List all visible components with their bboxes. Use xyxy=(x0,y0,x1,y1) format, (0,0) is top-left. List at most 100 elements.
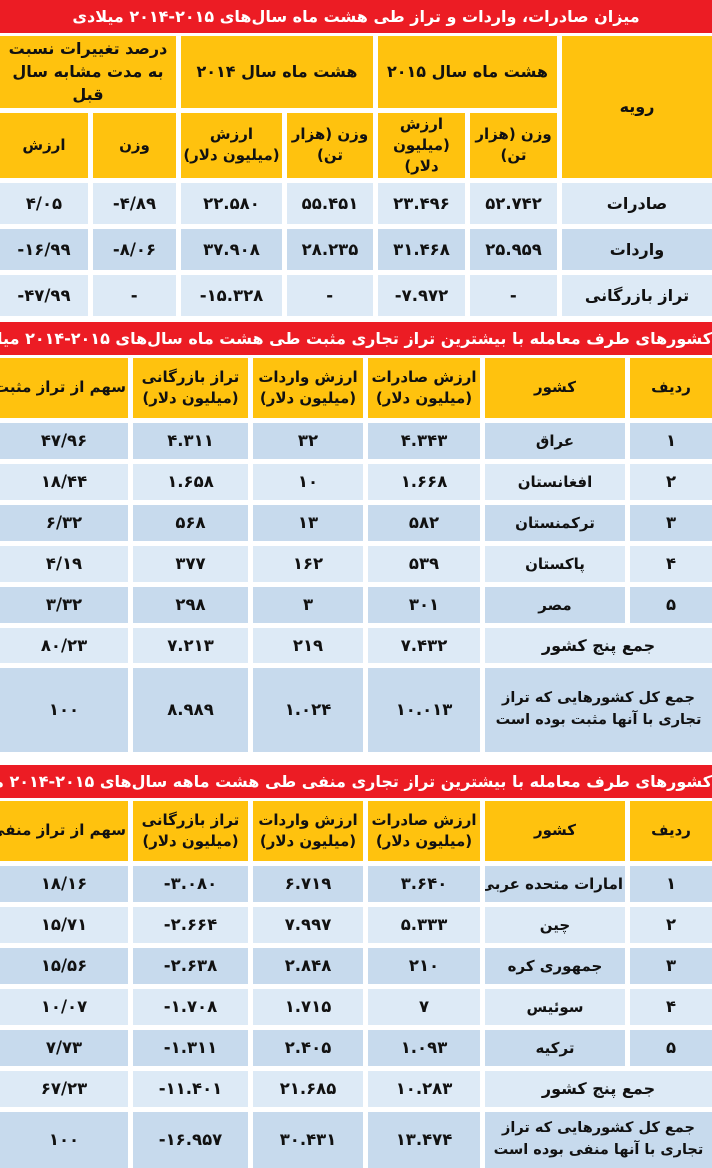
value-cell: ۲۲.۵۸۰ xyxy=(180,182,282,224)
value-cell: ۴.۳۴۳ xyxy=(368,422,480,459)
value-cell: ۱.۰۹۳ xyxy=(368,1029,480,1066)
value-cell: ۵۶۸ xyxy=(133,504,248,541)
value-cell: -۱۵.۳۲۸ xyxy=(180,274,282,316)
header-share-negative: سهم از تراز منفی xyxy=(0,800,128,861)
row-label: تراز بازرگانی xyxy=(562,274,712,316)
value-cell: ۱.۶۶۸ xyxy=(368,463,480,500)
value-cell: ۵.۳۳۳ xyxy=(368,906,480,943)
value-cell: ۲۱۰ xyxy=(368,947,480,984)
table-row-afghanistan: ۲ افغانستان ۱.۶۶۸ ۱۰ ۱.۶۵۸ ۱۸/۴۴ xyxy=(0,463,712,500)
header-trade-balance: تراز بازرگانی (میلیون دلار) xyxy=(133,357,248,418)
total-label-cell: جمع کل کشورهایی که تراز تجاری با آنها من… xyxy=(485,1111,712,1168)
header-import-value: ارزش واردات (میلیون دلار) xyxy=(253,800,363,861)
summary-table-title: میزان صادرات، واردات و تراز طی هشت ماه س… xyxy=(0,0,712,33)
table-row-imports: واردات ۲۵.۹۵۹ ۳۱.۴۶۸ ۲۸.۲۳۵ ۳۷.۹۰۸ -۸/۰۶… xyxy=(0,228,712,270)
country-cell: افغانستان xyxy=(485,463,625,500)
subheader-value-pct: ارزش xyxy=(0,112,88,178)
negative-balance-table-block: کشورهای طرف معامله با بیشترین تراز تجاری… xyxy=(0,764,712,1168)
value-cell: ۲۸.۲۳۵ xyxy=(286,228,373,270)
value-cell: ۵۵.۴۵۱ xyxy=(286,182,373,224)
value-cell: ۱۵/۵۶ xyxy=(0,947,128,984)
subheader-weight-2014: وزن (هزار تن) xyxy=(286,112,373,178)
header-trade-balance: تراز بازرگانی (میلیون دلار) xyxy=(133,800,248,861)
rank-cell: ۴ xyxy=(630,545,712,582)
country-cell: سوئیس xyxy=(485,988,625,1025)
country-cell: مصر xyxy=(485,586,625,623)
value-cell: ۱۵/۷۱ xyxy=(0,906,128,943)
value-cell: ۸۰/۲۳ xyxy=(0,627,128,663)
value-cell: ۴.۳۱۱ xyxy=(133,422,248,459)
table-row-korea: ۳ جمهوری کره ۲۱۰ ۲.۸۴۸ -۲.۶۳۸ ۱۵/۵۶ xyxy=(0,947,712,984)
row-label: صادرات xyxy=(562,182,712,224)
rank-cell: ۵ xyxy=(630,1029,712,1066)
value-cell: -۱.۷۰۸ xyxy=(133,988,248,1025)
country-cell: ترکمنستان xyxy=(485,504,625,541)
negative-balance-table-title: کشورهای طرف معامله با بیشترین تراز تجاری… xyxy=(0,764,712,798)
value-cell: -۴۷/۹۹ xyxy=(0,274,88,316)
value-cell: ۱۸/۴۴ xyxy=(0,463,128,500)
table-row-exports: صادرات ۵۲.۷۴۲ ۲۳.۴۹۶ ۵۵.۴۵۱ ۲۲.۵۸۰ -۴/۸۹… xyxy=(0,182,712,224)
value-cell: ۲۳.۴۹۶ xyxy=(377,182,465,224)
value-cell: ۷.۴۳۲ xyxy=(368,627,480,663)
header-share-positive: سهم از تراز مثبت xyxy=(0,357,128,418)
value-cell: -۱۶/۹۹ xyxy=(0,228,88,270)
row-label: واردات xyxy=(562,228,712,270)
table-row-balance: تراز بازرگانی - -۷.۹۷۲ - -۱۵.۳۲۸ - -۴۷/۹… xyxy=(0,274,712,316)
header-country: کشور xyxy=(485,357,625,418)
value-cell: ۱۶۲ xyxy=(253,545,363,582)
sum-label-cell: جمع پنج کشور xyxy=(485,627,712,663)
summary-trade-table: رویه هشت ماه سال ۲۰۱۵ هشت ماه سال ۲۰۱۴ د… xyxy=(0,31,712,316)
value-cell: ۵۸۲ xyxy=(368,504,480,541)
header-export-value: ارزش صادرات (میلیون دلار) xyxy=(368,357,480,418)
table-row-turkmenistan: ۳ ترکمنستان ۵۸۲ ۱۳ ۵۶۸ ۶/۳۲ xyxy=(0,504,712,541)
rank-cell: ۱ xyxy=(630,865,712,902)
value-cell: ۱.۷۱۵ xyxy=(253,988,363,1025)
value-cell: ۲.۸۴۸ xyxy=(253,947,363,984)
value-cell: ۳۰.۴۳۱ xyxy=(253,1111,363,1168)
value-cell: ۲.۴۰۵ xyxy=(253,1029,363,1066)
header-export-value: ارزش صادرات (میلیون دلار) xyxy=(368,800,480,861)
value-cell: ۱۸/۱۶ xyxy=(0,865,128,902)
value-cell: ۶۷/۲۳ xyxy=(0,1070,128,1107)
group-header-2015: هشت ماه سال ۲۰۱۵ xyxy=(377,36,557,108)
value-cell: ۱.۰۲۴ xyxy=(253,667,363,752)
value-cell: ۵۲.۷۴۲ xyxy=(470,182,557,224)
header-country: کشور xyxy=(485,800,625,861)
table-row-grand-total: جمع کل کشورهایی که تراز تجاری با آنها من… xyxy=(0,1111,712,1168)
header-rank: ردیف xyxy=(630,800,712,861)
value-cell: -۴/۸۹ xyxy=(92,182,176,224)
value-cell: -۷.۹۷۲ xyxy=(377,274,465,316)
country-cell: چین xyxy=(485,906,625,943)
table-row-turkey: ۵ ترکیه ۱.۰۹۳ ۲.۴۰۵ -۱.۳۱۱ ۷/۷۳ xyxy=(0,1029,712,1066)
value-cell: ۶.۷۱۹ xyxy=(253,865,363,902)
value-cell: ۸.۹۸۹ xyxy=(133,667,248,752)
subheader-weight-2015: وزن (هزار تن) xyxy=(470,112,557,178)
value-cell: ۱۰.۰۱۳ xyxy=(368,667,480,752)
value-cell: ۱.۶۵۸ xyxy=(133,463,248,500)
subheader-weight-pct: وزن xyxy=(92,112,176,178)
positive-balance-table-block: کشورهای طرف معامله با بیشترین تراز تجاری… xyxy=(0,321,712,752)
country-cell: ترکیه xyxy=(485,1029,625,1066)
table-row-china: ۲ چین ۵.۳۳۳ ۷.۹۹۷ -۲.۶۶۴ ۱۵/۷۱ xyxy=(0,906,712,943)
value-cell: -۱۱.۴۰۱ xyxy=(133,1070,248,1107)
value-cell: -۱.۳۱۱ xyxy=(133,1029,248,1066)
value-cell: ۳ xyxy=(253,586,363,623)
value-cell: ۵۳۹ xyxy=(368,545,480,582)
rank-cell: ۳ xyxy=(630,947,712,984)
value-cell: ۳۷.۹۰۸ xyxy=(180,228,282,270)
table-row-switzerland: ۴ سوئیس ۷ ۱.۷۱۵ -۱.۷۰۸ ۱۰/۰۷ xyxy=(0,988,712,1025)
group-header-2014: هشت ماه سال ۲۰۱۴ xyxy=(180,36,373,108)
value-cell: ۳۲ xyxy=(253,422,363,459)
value-cell: ۶/۳۲ xyxy=(0,504,128,541)
value-cell: ۷.۲۱۳ xyxy=(133,627,248,663)
country-cell: جمهوری کره xyxy=(485,947,625,984)
value-cell: ۴۷/۹۶ xyxy=(0,422,128,459)
table-row-pakistan: ۴ پاکستان ۵۳۹ ۱۶۲ ۳۷۷ ۴/۱۹ xyxy=(0,545,712,582)
table-row-egypt: ۵ مصر ۳۰۱ ۳ ۲۹۸ ۳/۳۲ xyxy=(0,586,712,623)
negative-balance-table: ردیف کشور ارزش صادرات (میلیون دلار) ارزش… xyxy=(0,796,712,1168)
header-import-value: ارزش واردات (میلیون دلار) xyxy=(253,357,363,418)
group-header-percent-change: درصد تغییرات نسبت به مدت مشابه سال قبل xyxy=(0,36,176,108)
table-row-uae: ۱ امارات متحده عربی ۳.۶۴۰ ۶.۷۱۹ -۳.۰۸۰ ۱… xyxy=(0,865,712,902)
positive-balance-table-title: کشورهای طرف معامله با بیشترین تراز تجاری… xyxy=(0,321,712,355)
